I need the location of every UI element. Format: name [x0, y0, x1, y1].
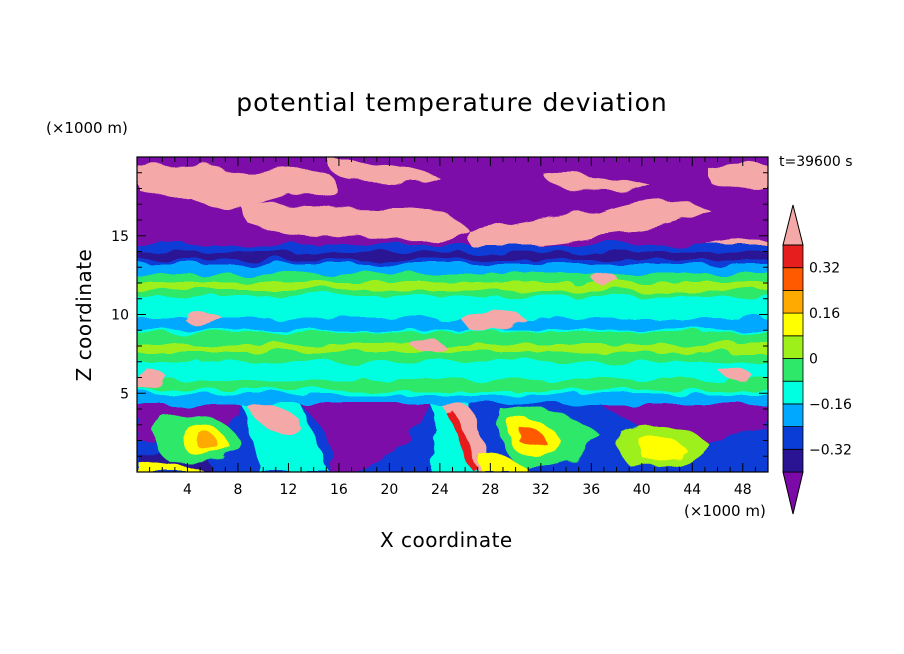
- bl-purple-2: [300, 404, 430, 472]
- y-tick-label: 10: [111, 308, 129, 324]
- x-tick-label: 8: [233, 482, 242, 498]
- chart-title: potential temperature deviation: [236, 88, 668, 117]
- colorbar-box: [782, 358, 804, 382]
- cloud-upper-5: [545, 173, 650, 193]
- colorbar-label: −0.16: [809, 397, 852, 413]
- colorbar-box: [782, 426, 804, 450]
- cloud-mid-2: [410, 338, 445, 353]
- x-tick-label: 32: [532, 482, 550, 498]
- bl-yellow-3: [640, 438, 688, 460]
- contour-field: [137, 157, 768, 472]
- bl-red-1: [445, 410, 478, 468]
- cloud-mid-4: [137, 369, 168, 390]
- colorbar-box: [782, 267, 804, 291]
- bl-yellow-4: [137, 460, 210, 472]
- x-tick-label: 36: [582, 482, 600, 498]
- y-tick-label: 5: [120, 386, 129, 402]
- colorbar-box: [782, 312, 804, 337]
- band-mid-6: [137, 344, 768, 352]
- x-tick-label: 40: [633, 482, 651, 498]
- band-mid-4: [137, 318, 768, 330]
- bl-orange-1: [196, 431, 219, 451]
- band-stable-light: [137, 264, 768, 274]
- cloud-mid-1: [460, 311, 525, 332]
- cloud-upper-4: [470, 200, 710, 247]
- colorbar-min-arrow: [782, 471, 804, 515]
- cloud-upper-1: [137, 164, 337, 208]
- colorbar-box: [782, 448, 804, 473]
- x-unit-label: (×1000 m): [684, 502, 766, 520]
- x-tick-label: 48: [734, 482, 752, 498]
- colorbar-box: [782, 335, 804, 359]
- cloud-mid-6: [590, 273, 620, 286]
- x-tick-label: 20: [380, 482, 398, 498]
- cloud-upper-3: [328, 160, 440, 184]
- colorbar-label: 0.16: [809, 306, 840, 322]
- y-axis: 5 10 15: [111, 172, 768, 457]
- time-label: t=39600 s: [779, 154, 853, 170]
- x-tick-label: 44: [683, 482, 701, 498]
- x-tick-label: 16: [330, 482, 348, 498]
- cloud-mid-3: [185, 312, 222, 326]
- cloud-upper-2: [240, 203, 470, 242]
- x-axis-label: X coordinate: [380, 528, 513, 552]
- cloud-mid-5: [720, 369, 755, 382]
- colorbar-label: −0.32: [809, 442, 852, 458]
- colorbar-box: [782, 380, 804, 405]
- bl-yellow-5: [480, 454, 530, 472]
- colorbar-max-arrow: [782, 204, 804, 246]
- x-tick-label: 12: [280, 482, 298, 498]
- x-tick-label: 24: [431, 482, 449, 498]
- cloud-upper-7: [708, 162, 768, 191]
- y-axis-label: Z coordinate: [72, 248, 96, 382]
- y-unit-label: (×1000 m): [46, 119, 128, 137]
- band-mid-8: [137, 380, 768, 390]
- x-tick-label: 4: [183, 482, 192, 498]
- colorbar: 0.32 0.16 0 −0.16 −0.32: [782, 204, 852, 515]
- band-mid-2: [137, 282, 768, 290]
- colorbar-box: [782, 289, 804, 314]
- bl-pink-1: [245, 401, 302, 436]
- y-tick-label: 15: [111, 229, 129, 245]
- bl-orange-2: [518, 427, 545, 446]
- x-axis: 4 8 12 16 20 24 28 32 36 40 44 48: [149, 157, 756, 498]
- colorbar-label: 0.32: [809, 261, 840, 277]
- colorbar-box: [782, 244, 804, 269]
- band-mid-9: [137, 394, 768, 404]
- bl-purple-3: [600, 404, 768, 446]
- band-mid-3: [137, 300, 768, 314]
- colorbar-label: 0: [809, 352, 818, 368]
- x-tick-label: 28: [481, 482, 499, 498]
- band-stable-inner: [137, 252, 768, 260]
- colorbar-box: [782, 403, 804, 427]
